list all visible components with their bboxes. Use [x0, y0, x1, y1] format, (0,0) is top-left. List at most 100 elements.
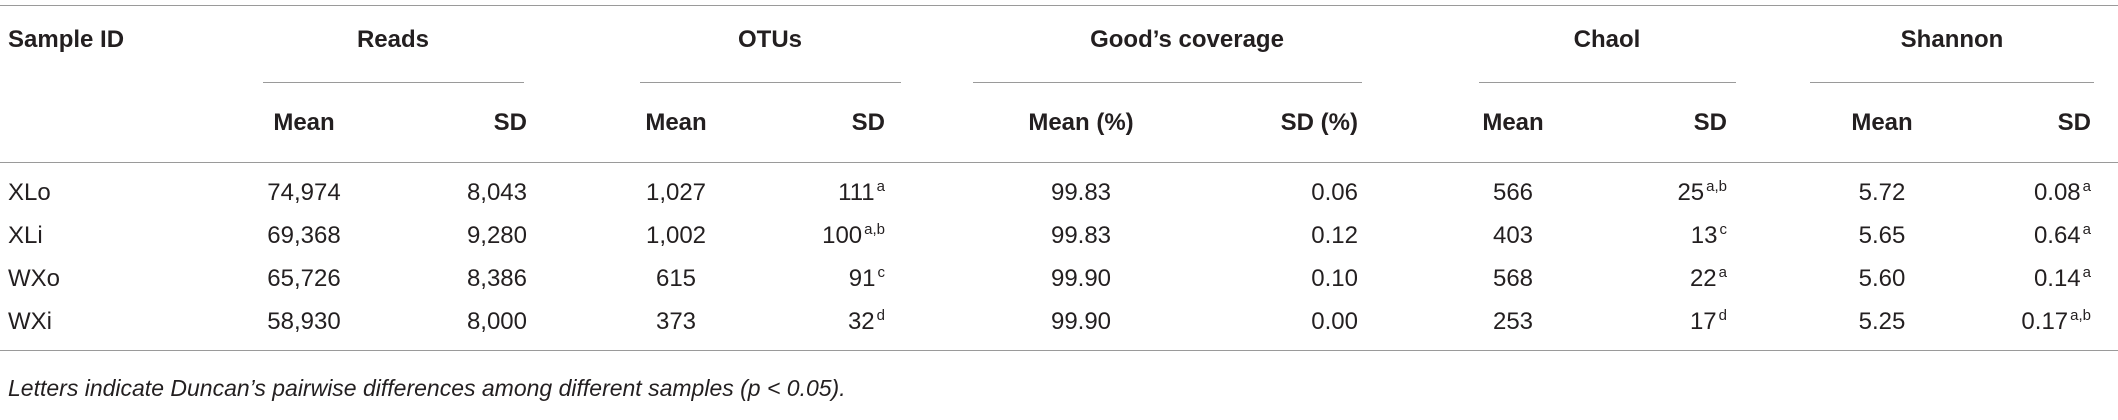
row-id: WXo: [8, 265, 61, 292]
sub-header: SD (%): [1280, 109, 1358, 136]
cell: 1,002: [646, 221, 706, 251]
cell: 0.12: [1311, 221, 1358, 251]
bottom-rule: [0, 350, 2118, 351]
cell-value: 22: [1689, 265, 1717, 292]
sub-header: SD: [1693, 109, 1727, 136]
row-id: WXi: [8, 308, 52, 335]
sub-header: Mean: [1482, 109, 1544, 136]
cell-value: 1,027: [645, 179, 707, 206]
cell-value: 100: [822, 222, 863, 249]
cell: 1,027: [646, 178, 706, 208]
cell-value: 0.64: [2033, 222, 2081, 249]
group-underline: [973, 82, 1362, 83]
cell: 403: [1493, 221, 1533, 251]
cell-value: 403: [1492, 222, 1534, 249]
cell: 74,974: [267, 178, 340, 208]
cell-value: 8,386: [466, 265, 527, 292]
cell: 566: [1493, 178, 1533, 208]
cell: 32 d: [848, 307, 885, 337]
cell-value: 17: [1689, 308, 1717, 335]
cell: 22 a: [1690, 264, 1727, 294]
cell-value: 0.12: [1311, 222, 1358, 249]
cell-value: 25: [1677, 179, 1705, 206]
cell-value: 99.83: [1050, 222, 1112, 249]
cell: 99.83: [1051, 178, 1111, 208]
sub-header: SD: [851, 109, 885, 136]
cell-value: 1,002: [645, 222, 707, 249]
group-header: Chaol: [1573, 26, 1641, 53]
sample-id-header: Sample ID: [8, 26, 125, 53]
group-header: Reads: [356, 26, 430, 53]
group-header: Good’s coverage: [1090, 26, 1284, 53]
cell-value: 69,368: [267, 222, 341, 249]
top-rule: [0, 5, 2118, 6]
cell: 13 c: [1691, 221, 1727, 251]
cell-superscript: a: [2082, 178, 2091, 195]
cell-value: 99.83: [1050, 179, 1112, 206]
cell-superscript: a: [876, 178, 885, 195]
sub-header: Mean: [1851, 109, 1913, 136]
cell: 0.10: [1311, 264, 1358, 294]
cell: 100 a,b: [822, 221, 885, 251]
cell-value: 0.17: [2021, 308, 2069, 335]
cell-value: 615: [655, 265, 697, 292]
sub-header: SD: [2057, 109, 2091, 136]
cell-superscript: c: [877, 264, 886, 281]
cell-value: 5.72: [1858, 179, 1906, 206]
cell-superscript: d: [876, 307, 885, 324]
group-underline: [640, 82, 901, 83]
cell-superscript: a,b: [1706, 178, 1727, 195]
cell: 568: [1493, 264, 1533, 294]
sub-header: SD: [493, 109, 527, 136]
cell: 25 a,b: [1677, 178, 1727, 208]
cell-value: 0.10: [1311, 265, 1358, 292]
cell-value: 32: [847, 308, 875, 335]
cell: 69,368: [267, 221, 340, 251]
cell: 8,386: [467, 264, 527, 294]
cell-value: 8,000: [466, 308, 527, 335]
cell-value: 91: [848, 265, 876, 292]
cell: 99.90: [1051, 307, 1111, 337]
cell-value: 13: [1690, 222, 1718, 249]
cell: 111 a: [838, 178, 885, 208]
cell-value: 99.90: [1050, 265, 1112, 292]
cell-value: 99.90: [1050, 308, 1112, 335]
cell: 99.83: [1051, 221, 1111, 251]
sub-header: Mean: [645, 109, 707, 136]
cell: 17 d: [1690, 307, 1727, 337]
cell: 91 c: [849, 264, 885, 294]
row-id: XLo: [8, 179, 51, 206]
cell: 8,000: [467, 307, 527, 337]
cell: 373: [656, 307, 696, 337]
cell-value: 0.08: [2033, 179, 2081, 206]
cell: 9,280: [467, 221, 527, 251]
cell-value: 5.60: [1858, 265, 1906, 292]
cell: 0.06: [1311, 178, 1358, 208]
cell: 0.00: [1311, 307, 1358, 337]
group-underline: [1810, 82, 2094, 83]
cell-superscript: a,b: [2070, 307, 2091, 324]
cell-value: 65,726: [267, 265, 341, 292]
cell: 5.60: [1859, 264, 1906, 294]
cell: 0.17 a,b: [2021, 307, 2091, 337]
cell-superscript: c: [1719, 221, 1728, 238]
header-rule: [0, 162, 2118, 163]
cell-value: 0.14: [2033, 265, 2081, 292]
cell-value: 58,930: [267, 308, 341, 335]
cell-value: 111: [838, 179, 875, 206]
cell: 8,043: [467, 178, 527, 208]
cell-value: 0.00: [1311, 308, 1358, 335]
cell-superscript: d: [1718, 307, 1727, 324]
cell-value: 0.06: [1311, 179, 1358, 206]
cell: 0.64 a: [2034, 221, 2091, 251]
cell-superscript: a,b: [864, 221, 885, 238]
cell: 5.65: [1859, 221, 1906, 251]
cell-value: 253: [1492, 308, 1534, 335]
cell: 0.14 a: [2034, 264, 2091, 294]
sub-header: Mean: [273, 109, 335, 136]
cell: 65,726: [267, 264, 340, 294]
cell-value: 74,974: [267, 179, 341, 206]
cell: 253: [1493, 307, 1533, 337]
cell-superscript: a: [1718, 264, 1727, 281]
